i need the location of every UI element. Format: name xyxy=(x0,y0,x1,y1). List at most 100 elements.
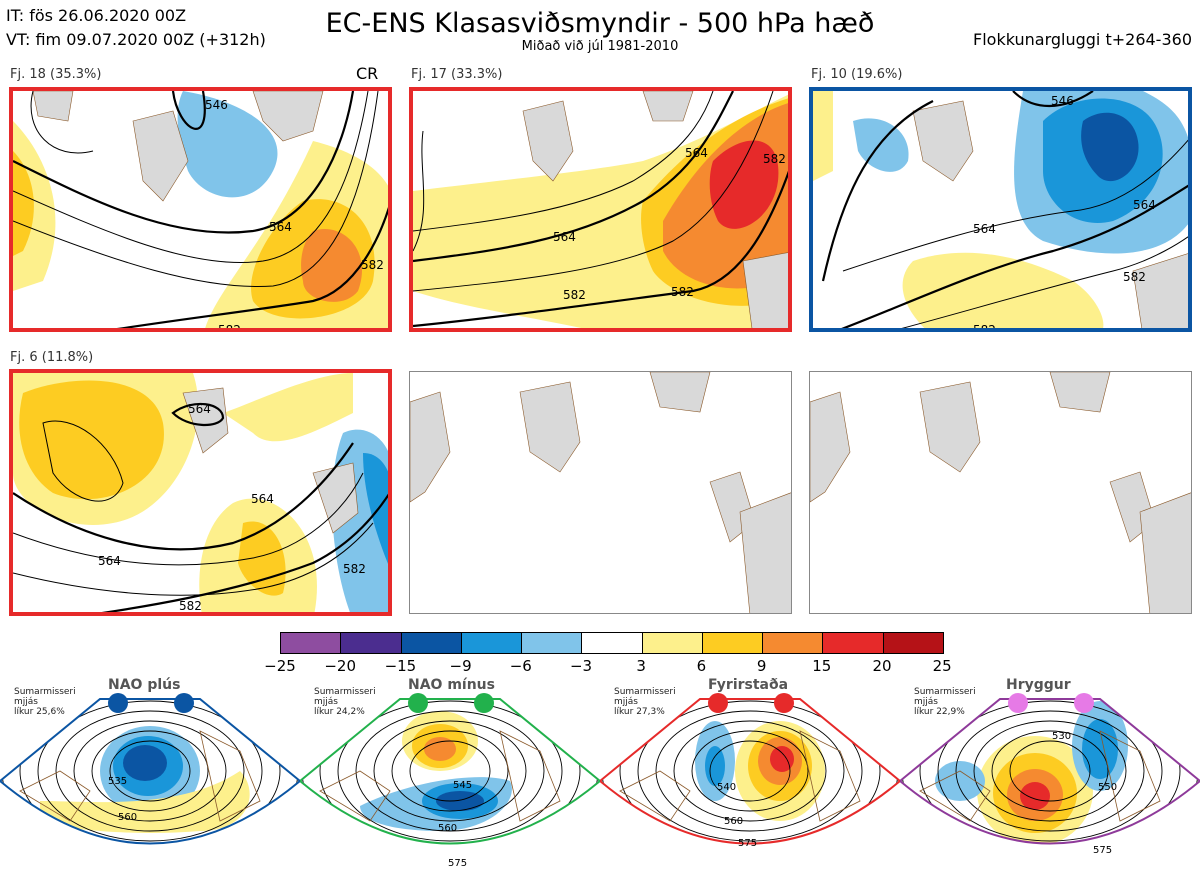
contour-label: 582 xyxy=(343,562,366,576)
cluster-map-3: 546 564 582 564 582 xyxy=(809,87,1192,332)
empty-map-5 xyxy=(409,371,792,614)
regime-info-line: mjjás xyxy=(914,697,938,707)
colorbar-tick-label: −9 xyxy=(449,657,472,675)
contour-label: 564 xyxy=(973,222,996,236)
regime-name: NAO mínus xyxy=(408,677,495,693)
regime-info: Sumarmisseri mjjás líkur 24,2% xyxy=(314,687,376,717)
regime-marker-dot xyxy=(474,693,494,713)
regime-map xyxy=(0,698,300,845)
valid-time: VT: fim 09.07.2020 00Z (+312h) xyxy=(6,30,266,49)
colorbar-swatch xyxy=(581,633,642,653)
colorbar-swatch xyxy=(521,633,582,653)
cluster-window: Flokkunargluggi t+264-360 xyxy=(973,30,1192,49)
regime-marker-dot xyxy=(174,693,194,713)
regime-contour-label: 575 xyxy=(448,858,468,869)
cluster-map-1: 564 582 546 582 xyxy=(9,87,392,332)
contour-label: 582 xyxy=(179,599,202,613)
colorbar-swatch xyxy=(641,633,702,653)
colorbar-tick-label: 20 xyxy=(872,657,892,675)
colorbar-tick-label: −15 xyxy=(384,657,417,675)
cluster-label-1: Fj. 18 (35.3%) xyxy=(10,67,102,82)
regime-info-line: Sumarmisseri xyxy=(14,687,76,697)
regime-info-line: líkur 24,2% xyxy=(314,707,365,717)
colorbar-swatch xyxy=(882,633,943,653)
regime-map xyxy=(900,698,1200,845)
regime-info-line: mjjás xyxy=(614,697,638,707)
cluster-map-4: 564 564 564 582 582 xyxy=(9,369,392,616)
colorbar-tick-label: 15 xyxy=(812,657,832,675)
regime-info-line: mjjás xyxy=(314,697,338,707)
contour-label: 564 xyxy=(1133,198,1156,212)
colorbar-tick-label: −3 xyxy=(569,657,593,675)
cluster-tag-cr: CR xyxy=(356,64,379,83)
colorbar xyxy=(280,632,944,654)
colorbar-swatch xyxy=(762,633,823,653)
regime-info: Sumarmisseri mjjás líkur 27,3% xyxy=(614,687,676,717)
regime-contour-label: 540 xyxy=(717,782,737,793)
regime-contour-label: 575 xyxy=(1093,845,1113,856)
colorbar-swatch xyxy=(460,633,522,653)
colorbar-swatch xyxy=(822,633,883,653)
colorbar-swatch xyxy=(400,633,461,653)
regime-info: Sumarmisseri mjjás líkur 22,9% xyxy=(914,687,976,717)
regime-info-line: Sumarmisseri xyxy=(914,687,976,697)
init-time: IT: fös 26.06.2020 00Z xyxy=(6,6,187,25)
regime-map xyxy=(300,698,600,845)
colorbar-tick-label: 25 xyxy=(932,657,952,675)
page-subtitle: Miðað við júl 1981-2010 xyxy=(521,39,679,54)
contour-label: 546 xyxy=(1051,94,1074,108)
regime-marker-dot xyxy=(108,693,128,713)
colorbar-tick-label: −6 xyxy=(509,657,532,675)
contour-label: 564 xyxy=(685,146,708,160)
contour-label: 582 xyxy=(1123,270,1146,284)
regime-name: NAO plús xyxy=(108,677,181,693)
page-title: EC-ENS Klasasviðsmyndir - 500 hPa hæð xyxy=(325,8,875,39)
colorbar-swatch xyxy=(281,633,341,653)
contour-label: 564 xyxy=(98,554,121,568)
regime-info-line: Sumarmisseri xyxy=(314,687,376,697)
contour-label: 564 xyxy=(188,402,211,416)
regime-marker-dot xyxy=(1008,693,1028,713)
regime-name: Hryggur xyxy=(1006,677,1071,693)
regime-contour-label: 545 xyxy=(453,780,473,791)
colorbar-tick-label: −20 xyxy=(324,657,357,675)
contour-label: 582 xyxy=(218,323,241,332)
contour-label: 564 xyxy=(553,230,576,244)
cluster-label-4: Fj. 6 (11.8%) xyxy=(10,350,94,365)
regime-marker-dot xyxy=(408,693,428,713)
contour-label: 564 xyxy=(269,220,292,234)
regime-info-line: Sumarmisseri xyxy=(614,687,676,697)
regime-name: Fyrirstaða xyxy=(708,677,789,693)
regime-contour-label: 560 xyxy=(438,823,458,834)
cluster-label-3: Fj. 10 (19.6%) xyxy=(811,67,903,82)
regime-info: Sumarmisseri mjjás líkur 25,6% xyxy=(14,687,76,717)
cluster-map-2: 564 582 582 564 582 xyxy=(409,87,792,332)
regime-marker-dot xyxy=(1074,693,1094,713)
contour-label: 582 xyxy=(361,258,384,272)
regime-marker-dot xyxy=(708,693,728,713)
colorbar-tick-label: −25 xyxy=(264,657,296,675)
contour-label: 582 xyxy=(563,288,586,302)
regime-contour-label: 575 xyxy=(738,838,758,849)
contour-label: 582 xyxy=(763,152,786,166)
regime-info-line: líkur 25,6% xyxy=(14,707,65,717)
regime-contour-label: 560 xyxy=(118,812,138,823)
regime-info-line: líkur 27,3% xyxy=(614,707,665,717)
colorbar-swatch xyxy=(701,633,763,653)
colorbar-tick-label: 9 xyxy=(756,657,767,675)
colorbar-tick-label: 6 xyxy=(696,657,707,675)
colorbar-tick-label: 3 xyxy=(636,657,646,675)
regime-info-line: mjjás xyxy=(14,697,38,707)
contour-label: 546 xyxy=(205,98,228,112)
regime-contour-label: 530 xyxy=(1052,731,1072,742)
regime-map xyxy=(600,698,900,845)
contour-label: 582 xyxy=(973,323,996,332)
regime-info-line: líkur 22,9% xyxy=(914,707,965,717)
empty-map-6 xyxy=(809,371,1192,614)
regime-contour-label: 535 xyxy=(108,776,128,787)
contour-label: 582 xyxy=(671,285,694,299)
cluster-label-2: Fj. 17 (33.3%) xyxy=(411,67,503,82)
regime-contour-label: 560 xyxy=(724,816,744,827)
regime-contour-label: 550 xyxy=(1098,782,1118,793)
colorbar-swatch xyxy=(340,633,401,653)
